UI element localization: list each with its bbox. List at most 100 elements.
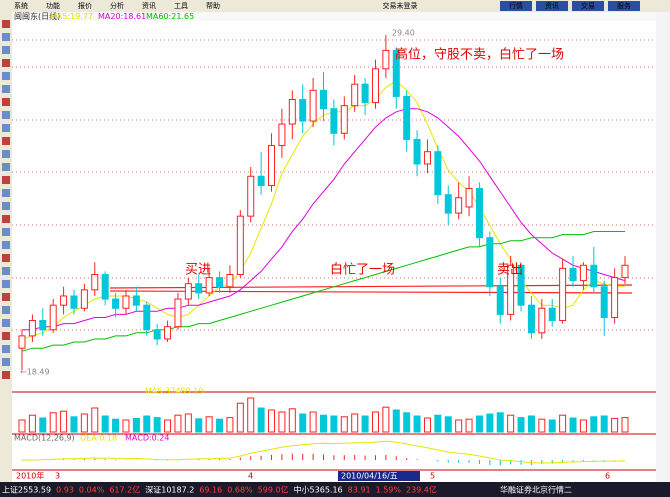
candle-body [49, 304, 57, 331]
tool-icon[interactable] [2, 228, 10, 236]
tool-icon[interactable] [2, 137, 10, 145]
tool-icon[interactable] [2, 254, 10, 262]
candle-body [517, 264, 525, 306]
tool-icon[interactable] [2, 72, 10, 80]
candle-body [413, 138, 421, 165]
tool-icon[interactable] [2, 150, 10, 158]
candle-body [60, 295, 68, 306]
status-item: 上证2553.59 [2, 486, 51, 495]
volume-bar [361, 415, 369, 433]
tool-icon[interactable] [2, 98, 10, 106]
candle-body [434, 151, 442, 196]
high-label: 29.40 [392, 29, 415, 38]
volume-bar [590, 416, 598, 433]
menu-item[interactable]: 工具 [174, 2, 188, 10]
volume-bar [538, 418, 546, 433]
status-item: 0.68% [227, 486, 253, 495]
volume-bar [49, 412, 57, 433]
volume-bar [340, 416, 348, 433]
x-tick-label: 3 [55, 472, 60, 481]
tool-icon[interactable] [2, 371, 10, 379]
volume-bar [70, 416, 78, 433]
candle-body [330, 108, 338, 134]
menu-item[interactable]: 功能 [46, 1, 60, 10]
volume-bar [486, 413, 494, 433]
tool-icon[interactable] [2, 46, 10, 54]
tab[interactable] [500, 1, 532, 11]
tab-label[interactable]: 行情 [509, 1, 523, 10]
tool-icon[interactable] [2, 59, 10, 67]
tab-label[interactable]: 资讯 [545, 1, 559, 10]
status-item: 0.04% [79, 486, 105, 495]
tool-icon[interactable] [2, 293, 10, 301]
tool-icon[interactable] [2, 332, 10, 340]
login-status[interactable]: 交易未登录 [383, 1, 418, 10]
volume-bar [444, 416, 452, 433]
tab-label[interactable]: 交易 [581, 1, 595, 10]
volume-bar [382, 406, 390, 433]
tab[interactable] [536, 1, 568, 11]
tab-label[interactable]: 服务 [617, 1, 631, 10]
dif-line [22, 440, 626, 464]
indicator-strip [12, 12, 656, 21]
tool-icon[interactable] [2, 280, 10, 288]
candle-body [548, 307, 556, 322]
volume-bar [226, 417, 234, 433]
x-tick-label: 5 [430, 472, 435, 481]
candle-body [91, 273, 99, 291]
volume-bar [465, 418, 473, 433]
candle-body [465, 188, 473, 208]
volume-bar [403, 412, 411, 433]
tool-icon[interactable] [2, 306, 10, 314]
tool-icon[interactable] [2, 319, 10, 327]
tool-icon[interactable] [2, 163, 10, 171]
candle-body [538, 307, 546, 334]
volume-bar [330, 415, 338, 433]
candle-body [600, 286, 608, 318]
tool-icon[interactable] [2, 85, 10, 93]
menu-item[interactable]: 报价 [78, 1, 92, 10]
tool-icon[interactable] [2, 176, 10, 184]
tool-icon[interactable] [2, 358, 10, 366]
x-tick-label: 4 [248, 472, 253, 481]
volume-bar [371, 411, 379, 433]
volume-bar [257, 407, 265, 433]
volume-bar [153, 417, 161, 433]
tool-icon[interactable] [2, 215, 10, 223]
tool-icon[interactable] [2, 20, 10, 28]
menu-item[interactable]: 资讯 [142, 1, 156, 10]
tool-icon[interactable] [2, 189, 10, 197]
status-item: 0.93 [56, 486, 74, 495]
menu-item[interactable]: 帮助 [206, 1, 220, 10]
volume-bar [28, 414, 36, 433]
candle-body [195, 283, 203, 294]
candle-body [340, 105, 348, 134]
volume-bar [91, 407, 99, 433]
candle-body [153, 329, 161, 340]
candle-body [236, 215, 244, 275]
tool-icon[interactable] [2, 33, 10, 41]
tab[interactable] [572, 1, 604, 11]
tool-icon[interactable] [2, 124, 10, 132]
ma-label: MA20:18.61 [98, 12, 146, 21]
volume-bar [299, 413, 307, 433]
tool-icon[interactable] [2, 267, 10, 275]
status-item: 深证10187.2 [145, 486, 194, 495]
candle-body [18, 335, 26, 349]
window-title: 闽闽东(日线) [14, 11, 60, 21]
volume-bar [268, 409, 276, 433]
volume-bar [611, 417, 619, 433]
tool-icon[interactable] [2, 111, 10, 119]
menu-item[interactable]: 分析 [110, 1, 124, 10]
tool-icon[interactable] [2, 202, 10, 210]
candle-body [112, 298, 120, 309]
dea-label: DEA:0.18 [80, 434, 117, 443]
tool-icon[interactable] [2, 345, 10, 353]
tool-icon[interactable] [2, 241, 10, 249]
volume-bar [351, 413, 359, 433]
status-bar [0, 482, 670, 497]
menu-item[interactable]: 系统 [14, 1, 28, 10]
volume-bar [475, 415, 483, 433]
tab[interactable] [608, 1, 640, 11]
volume-bar [80, 413, 88, 433]
